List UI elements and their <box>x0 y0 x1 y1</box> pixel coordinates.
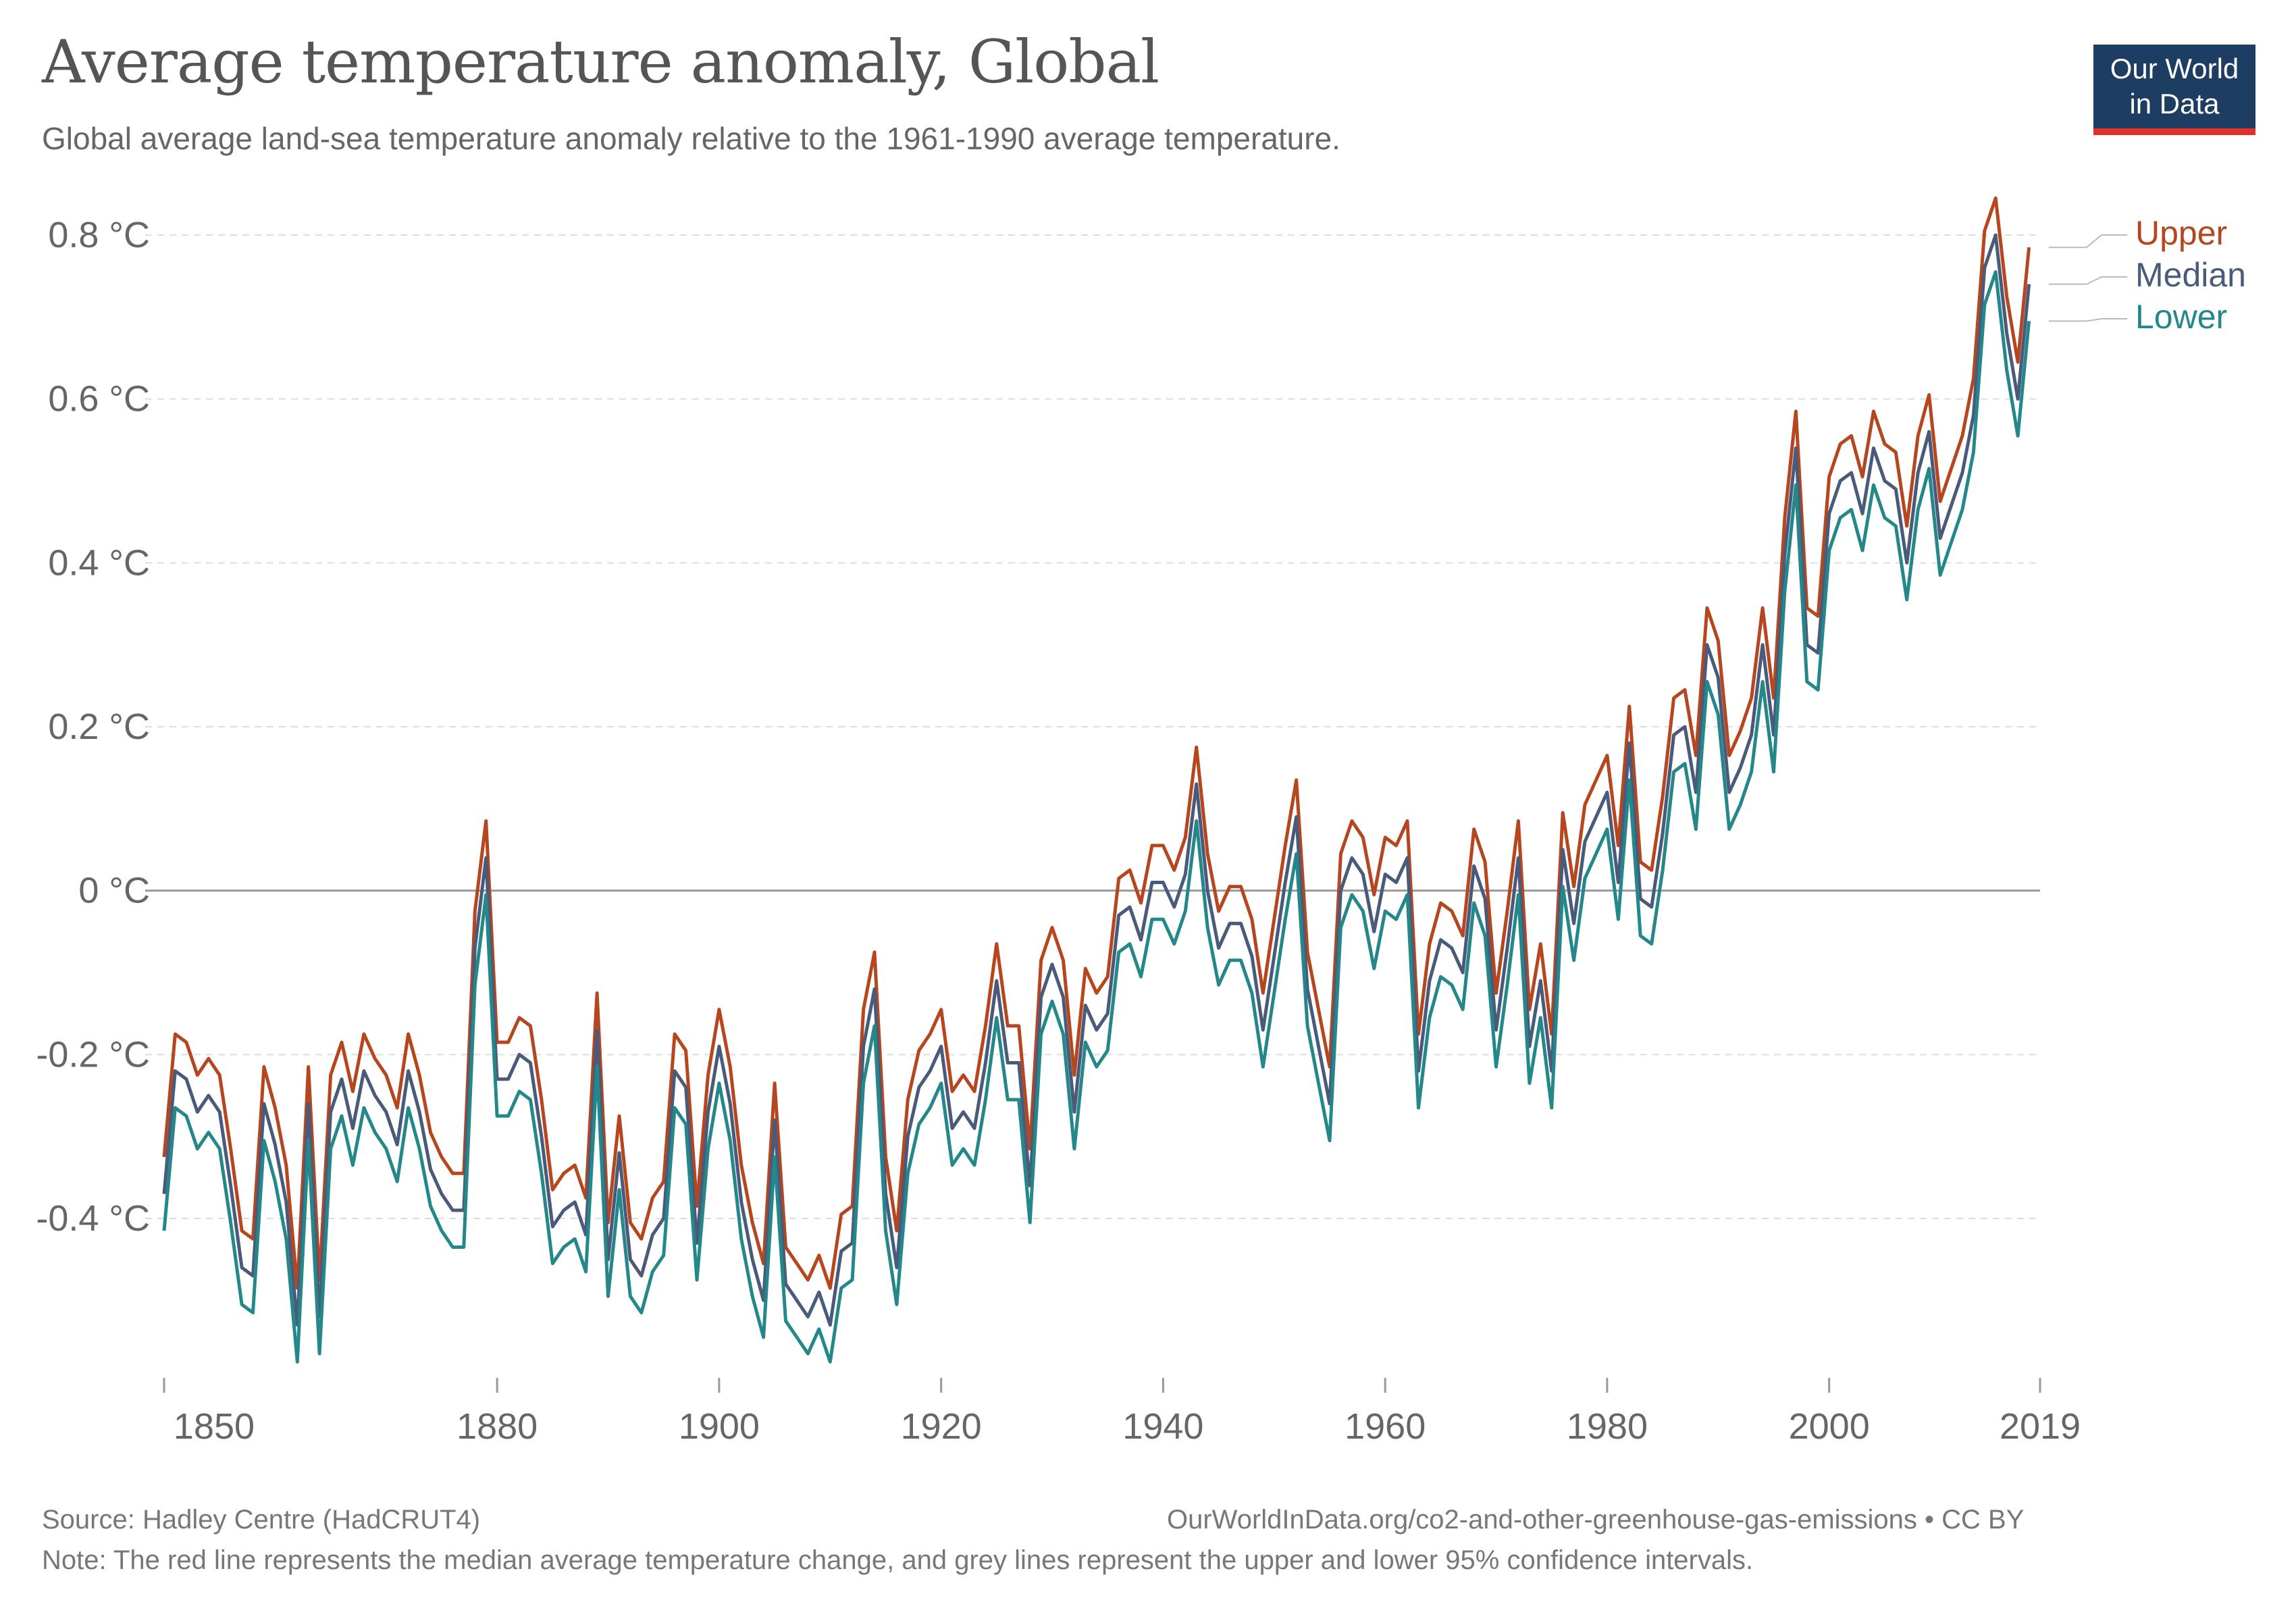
footnote: Note: The red line represents the median… <box>42 1545 1754 1575</box>
y-tick-label: 0.2 °C <box>48 706 150 747</box>
x-tick-label: 2000 <box>1789 1406 1870 1447</box>
owid-logo[interactable]: Our World in Data <box>2093 45 2255 135</box>
line-chart: -0.4 °C -0.2 °C 0 °C 0.2 °C 0.4 °C 0.6 °C 0.8 … <box>36 196 2246 1447</box>
x-tick-label: 1980 <box>1567 1406 1648 1447</box>
series-lines <box>162 196 2031 1364</box>
source-url[interactable]: OurWorldInData.org/co2-and-other-greenho… <box>1167 1505 2025 1535</box>
x-tick-label: 2019 <box>2000 1406 2081 1447</box>
series-line-median[interactable] <box>162 233 2031 1327</box>
legend-label-median[interactable]: Median <box>2135 256 2246 294</box>
chart-title: Average temperature anomaly, Global <box>42 27 1159 97</box>
legend-label-lower[interactable]: Lower <box>2135 298 2227 336</box>
y-tick-label: 0 °C <box>78 871 150 911</box>
legend-label-upper[interactable]: Upper <box>2135 214 2227 252</box>
y-tick-label: -0.4 °C <box>36 1198 150 1239</box>
series-line-lower[interactable] <box>162 270 2031 1364</box>
logo-line-1: Our World <box>2110 53 2239 84</box>
legend-leader <box>2049 276 2127 285</box>
x-tick-label: 1900 <box>679 1406 760 1447</box>
legend: Upper Median Lower <box>2049 214 2246 336</box>
x-tick-label: 1960 <box>1345 1406 1426 1447</box>
x-tick-label: 1850 <box>174 1406 255 1447</box>
x-axis: 1850 1880 1900 1920 1940 1960 1980 2000 2019 <box>163 1378 2081 1447</box>
series-line-upper[interactable] <box>162 196 2031 1290</box>
legend-leader <box>2049 234 2127 249</box>
logo-line-2: in Data <box>2129 88 2220 120</box>
y-tick-label: 0.8 °C <box>48 215 150 255</box>
source-note: Source: Hadley Centre (HadCRUT4) <box>42 1505 481 1535</box>
chart-subtitle: Global average land-sea temperature anom… <box>42 121 1340 156</box>
grid-lines <box>145 234 2040 1219</box>
x-tick-label: 1940 <box>1122 1406 1203 1447</box>
x-tick-label: 1920 <box>901 1406 982 1447</box>
legend-leader <box>2049 318 2127 322</box>
y-axis-ticks: -0.4 °C -0.2 °C 0 °C 0.2 °C 0.4 °C 0.6 °C 0.8 … <box>36 215 150 1239</box>
y-tick-label: -0.2 °C <box>36 1034 150 1075</box>
y-tick-label: 0.6 °C <box>48 379 150 419</box>
y-tick-label: 0.4 °C <box>48 542 150 583</box>
x-tick-label: 1880 <box>456 1406 538 1447</box>
